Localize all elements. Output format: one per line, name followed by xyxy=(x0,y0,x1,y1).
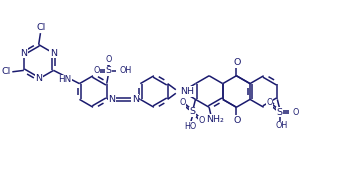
Text: N: N xyxy=(20,49,27,58)
Text: NH: NH xyxy=(180,87,194,96)
Text: N: N xyxy=(108,95,115,104)
Text: N: N xyxy=(132,95,139,104)
Text: O: O xyxy=(105,55,112,64)
Text: Cl: Cl xyxy=(37,23,46,32)
Text: S: S xyxy=(106,66,111,75)
Text: S: S xyxy=(277,108,283,117)
Text: Cl: Cl xyxy=(2,67,11,76)
Text: N: N xyxy=(35,74,42,83)
Text: HO: HO xyxy=(184,122,197,131)
Text: S: S xyxy=(190,107,195,116)
Text: O: O xyxy=(293,108,299,117)
Text: O: O xyxy=(267,98,273,107)
Text: HN: HN xyxy=(58,75,71,84)
Text: O: O xyxy=(198,116,205,125)
Text: O: O xyxy=(233,116,241,125)
Text: OH: OH xyxy=(120,66,132,75)
Text: O: O xyxy=(179,98,186,107)
Text: O: O xyxy=(233,58,241,67)
Text: O: O xyxy=(93,66,100,75)
Text: NH₂: NH₂ xyxy=(207,115,224,124)
Text: OH: OH xyxy=(276,121,288,130)
Text: N: N xyxy=(50,49,57,58)
